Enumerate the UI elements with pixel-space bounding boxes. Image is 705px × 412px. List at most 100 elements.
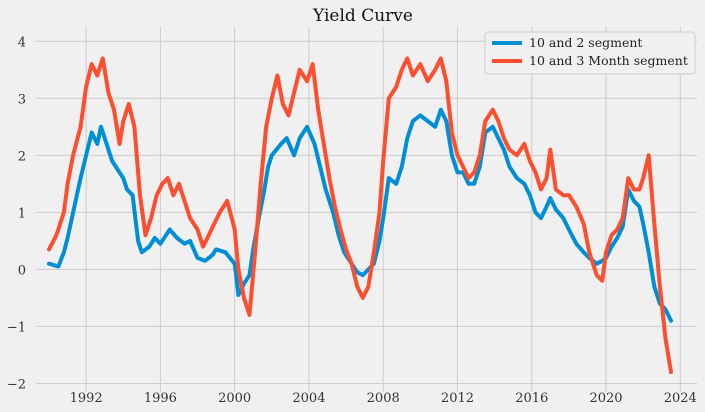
data-point xyxy=(670,371,672,373)
data-point xyxy=(259,183,262,185)
data-point xyxy=(48,262,50,265)
data-point xyxy=(445,120,448,122)
data-point xyxy=(638,188,641,191)
data-point xyxy=(479,154,481,157)
data-point xyxy=(647,154,650,157)
data-point xyxy=(451,131,453,134)
data-point xyxy=(66,237,69,239)
data-point xyxy=(440,108,442,111)
data-point xyxy=(298,69,301,71)
data-point xyxy=(126,188,128,191)
y-tick-label: 4 xyxy=(18,35,26,50)
data-point xyxy=(350,262,353,265)
x-tick-label: 2000 xyxy=(218,391,251,406)
data-point xyxy=(503,148,505,151)
data-point xyxy=(503,137,505,139)
data-point xyxy=(523,183,526,185)
y-tick-label: 2 xyxy=(18,149,26,164)
data-point xyxy=(582,251,585,254)
data-point xyxy=(419,114,422,117)
data-point xyxy=(451,154,453,157)
data-point xyxy=(659,285,661,288)
data-point xyxy=(233,262,236,265)
data-point xyxy=(79,177,82,179)
data-point xyxy=(434,126,437,128)
data-point xyxy=(334,205,336,208)
data-point xyxy=(311,63,314,65)
legend-label-10-and-3-month: 10 and 3 Month segment xyxy=(529,53,688,68)
data-point xyxy=(401,69,403,71)
data-point xyxy=(373,251,375,254)
data-point xyxy=(653,285,656,288)
data-point xyxy=(211,254,214,256)
data-point xyxy=(178,183,180,185)
data-point xyxy=(55,234,58,236)
data-point xyxy=(131,194,134,196)
data-point xyxy=(96,74,99,77)
data-point xyxy=(215,248,217,251)
data-point xyxy=(642,223,644,225)
data-point xyxy=(107,91,110,94)
data-point xyxy=(90,63,93,65)
x-tick-label: 2012 xyxy=(441,391,474,406)
data-point xyxy=(638,205,641,208)
y-tick-label: 1 xyxy=(18,206,26,221)
data-point xyxy=(473,183,476,185)
data-point xyxy=(664,308,667,311)
data-point xyxy=(118,143,121,145)
data-point xyxy=(427,120,429,122)
data-point xyxy=(456,154,459,157)
data-point xyxy=(306,80,308,82)
data-point xyxy=(367,268,370,271)
data-point xyxy=(549,148,552,151)
data-point xyxy=(271,97,273,100)
data-point xyxy=(243,297,245,299)
data-point xyxy=(382,160,385,162)
data-point xyxy=(219,211,221,214)
data-point xyxy=(616,237,618,239)
data-point xyxy=(534,171,537,174)
data-point xyxy=(378,240,381,242)
data-point xyxy=(616,228,618,231)
x-tick-labels: 1992 1996 2000 2004 2008 2012 2016 2020 2024 xyxy=(70,391,697,406)
data-point xyxy=(167,177,169,179)
x-tick-label: 2016 xyxy=(515,391,548,406)
data-point xyxy=(456,171,459,174)
data-point xyxy=(382,217,385,219)
data-point xyxy=(339,228,342,231)
data-point xyxy=(66,183,69,185)
legend-box xyxy=(484,31,696,75)
data-point xyxy=(139,194,141,196)
data-point xyxy=(144,234,147,236)
data-point xyxy=(633,188,635,191)
data-point xyxy=(183,200,186,202)
data-point xyxy=(282,103,284,105)
data-point xyxy=(204,260,206,262)
data-point xyxy=(540,188,542,191)
data-point xyxy=(90,131,93,134)
data-point xyxy=(317,108,320,111)
data-point xyxy=(248,274,251,276)
data-point xyxy=(516,154,518,157)
data-point xyxy=(285,137,288,139)
data-point xyxy=(362,274,364,276)
data-point xyxy=(72,211,74,214)
data-point xyxy=(401,165,403,168)
data-point xyxy=(196,257,199,259)
y-tick-label: −1 xyxy=(7,320,26,335)
y-tick-label: 0 xyxy=(18,263,26,278)
data-point xyxy=(388,177,390,179)
data-point xyxy=(313,143,316,145)
x-tick-label: 2020 xyxy=(589,391,622,406)
y-tick-labels: −2 −1 0 1 2 3 4 xyxy=(7,35,26,392)
data-point xyxy=(670,319,672,322)
legend-label-10-and-2: 10 and 2 segment xyxy=(529,35,642,50)
data-point xyxy=(328,177,331,179)
x-tick-label: 2024 xyxy=(664,391,697,406)
data-point xyxy=(653,223,656,225)
data-point xyxy=(226,200,228,202)
data-point xyxy=(148,245,151,248)
data-point xyxy=(427,80,429,82)
data-point xyxy=(621,225,624,228)
data-point xyxy=(63,251,65,254)
